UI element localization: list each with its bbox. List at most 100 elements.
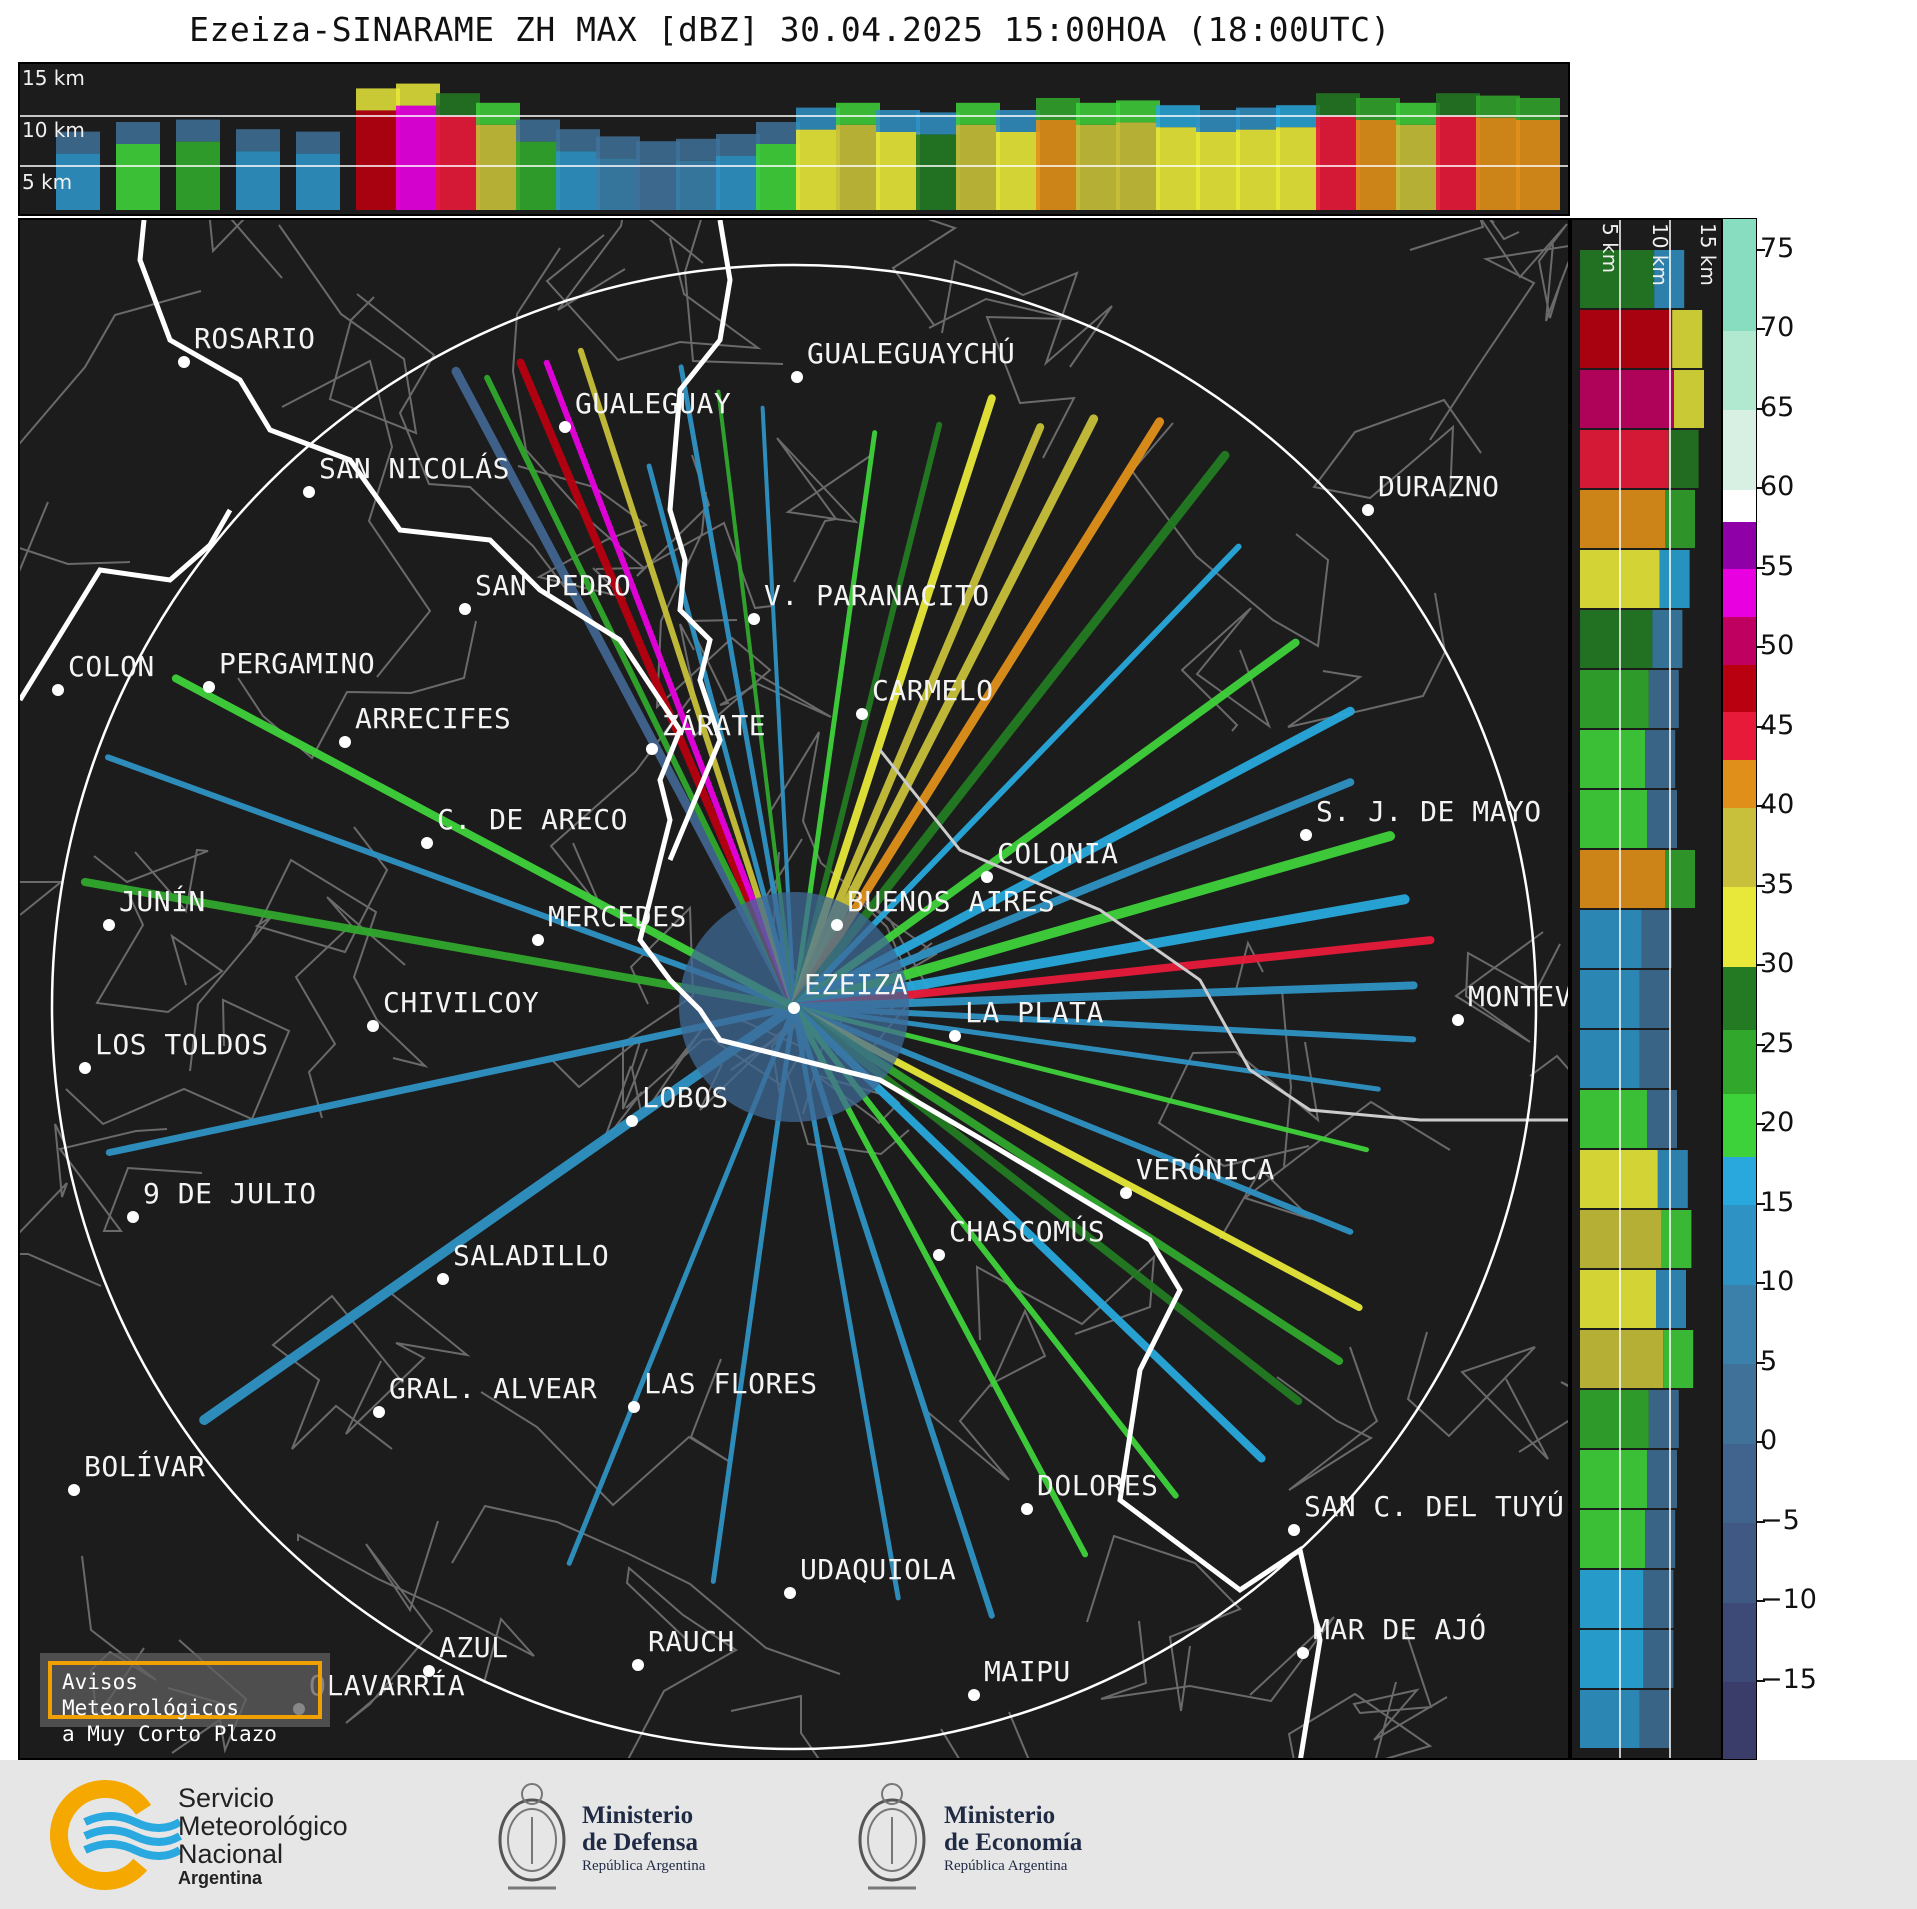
colorbar-tick-mark [1757,328,1765,331]
side-cross-section-panel: 5 km 10 km 15 km [1570,218,1723,1760]
city-dot-icon [784,1587,796,1599]
colorbar-tick-mark [1757,1441,1765,1444]
colorbar-band [1723,616,1756,665]
side-section-row [1654,250,1685,308]
county-boundary-line [58,1128,203,1232]
county-boundary-line [1233,940,1293,1168]
top-section-column [476,124,520,210]
colorbar-tick-mark [1757,566,1765,569]
radar-echo-beam [789,417,1165,1012]
county-boundary-line [356,293,580,607]
smn-name-line-3: Nacional [178,1839,284,1869]
economia-seal-icon [858,1783,926,1890]
top-section-column [1316,115,1360,210]
top-section-column [236,129,280,152]
radar-echo-beam [171,674,798,1011]
radar-echo-beam [543,359,797,1010]
colorbar-band [1723,807,1756,888]
county-boundary-line [271,1294,404,1450]
top-section-column [796,129,840,210]
warning-box[interactable]: Avisos Meteorológicos a Muy Corto Plazo [40,1653,330,1746]
top-section-column [1196,132,1240,210]
side-section-row [1580,1570,1644,1628]
side-height-label-10km: 10 km [1648,223,1672,286]
side-section-row [1647,1450,1677,1508]
radar-map-panel[interactable]: ROSARIO GUALEGUAYCHÚ GUALEGUAY SAN NICOLÁS D… [18,218,1570,1760]
colorbar-band [1723,489,1756,522]
city-dot-icon [459,603,471,615]
side-section-row [1672,310,1703,368]
city-label: JUNÍN [119,885,206,918]
city-dot-icon [373,1406,385,1418]
top-section-column [1276,127,1320,210]
city-label: COLON [68,650,155,683]
city-label: EZEIZA [804,968,909,1001]
top-section-column [396,105,440,210]
city-label: VERÓNICA [1136,1153,1275,1186]
county-boundary-line [345,1520,439,1724]
county-boundary-line [65,998,291,1126]
county-boundary-line [189,826,389,1072]
side-section-row [1580,1630,1644,1688]
county-boundary-line [249,858,429,1068]
defensa-line-2: de Defensa [582,1829,698,1856]
radar-echo-beam [516,358,798,1011]
side-section-row [1580,1390,1649,1448]
side-section-row [1580,1690,1640,1748]
city-label: GRAL. ALVEAR [389,1372,598,1405]
county-boundary-line [237,620,477,760]
radar-echo-beam [451,366,799,1012]
city-label: 9 DE JULIO [143,1177,317,1210]
colorbar-tick-mark [1757,1043,1765,1046]
city-dot-icon [632,1659,644,1671]
colorbar-tick-label: 5 [1760,1345,1778,1377]
colorbar-band [1723,711,1756,760]
top-section-column [556,129,600,152]
side-section-row [1656,1270,1686,1328]
side-section-row [1580,850,1665,908]
colorbar-band [1723,568,1756,617]
side-section-row [1639,970,1670,1028]
top-section-column [56,153,100,210]
top-section-column [1356,98,1400,120]
footer-logos: Servicio Meteorológico Nacional Argentin… [0,1760,1917,1909]
county-boundary-line [1518,1381,1568,1453]
colorbar-tick-mark [1757,487,1765,490]
top-section-column [796,107,840,130]
radar-map [20,220,1568,1758]
city-dot-icon [127,1211,139,1223]
top-section-column [1356,120,1400,210]
top-height-label-10km: 10 km [22,118,85,142]
city-dot-icon [1300,829,1312,841]
city-label: GUALEGUAYCHÚ [807,337,1016,370]
city-label: GUALEGUAY [575,387,732,420]
colorbar-tick-label: 10 [1760,1266,1795,1298]
colorbar-tick-mark [1757,884,1765,887]
county-boundary-line [1529,1054,1568,1077]
colorbar-band [1723,1363,1756,1444]
side-section-row [1648,670,1679,728]
side-section-row [1647,790,1677,848]
colorbar-tick-label: 70 [1760,312,1795,344]
city-label: SAN PEDRO [475,569,632,602]
top-section-column [296,153,340,210]
colorbar-tick-label: −15 [1760,1663,1817,1695]
county-boundary-line [297,1533,535,1684]
top-section-column [1476,95,1520,118]
top-section-column [436,93,480,116]
top-section-column [1436,115,1480,210]
city-label: MERCEDES [548,900,687,933]
side-section-row [1580,670,1649,728]
city-dot-icon [559,421,571,433]
top-section-column [1396,124,1440,210]
side-section-row [1580,910,1642,968]
side-section-row [1643,1630,1674,1688]
top-section-column [716,156,760,210]
county-boundary-line [451,1504,841,1675]
colorbar-band [1723,1602,1756,1682]
city-label: COLONIA [997,837,1119,870]
city-label: OLAVARRÍA [309,1669,466,1702]
top-section-column [476,102,520,125]
colorbar-tick-label: 25 [1760,1027,1795,1059]
top-section-column [876,132,920,210]
